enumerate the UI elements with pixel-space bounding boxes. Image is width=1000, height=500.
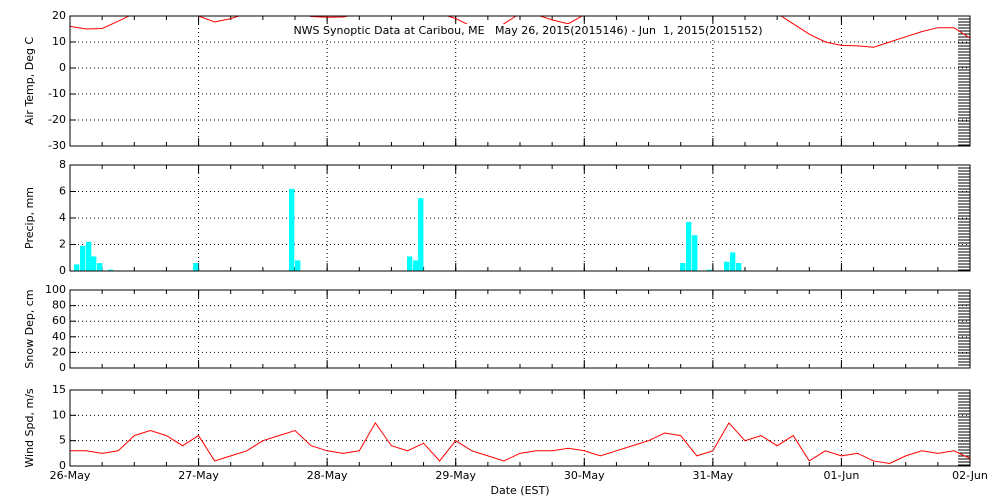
y-tick-label: 10	[52, 408, 66, 421]
bar	[736, 263, 742, 271]
y-tick-label: -20	[48, 113, 66, 126]
x-tick-label: 30-May	[564, 469, 605, 482]
x-axis-label: Date (EST)	[490, 484, 549, 497]
y-tick-label: 20	[52, 345, 66, 358]
y-tick-label: 100	[45, 283, 66, 296]
x-tick-label: 01-Jun	[824, 469, 860, 482]
y-axis-label: Wind Spd, m/s	[23, 388, 36, 468]
y-tick-label: 20	[52, 9, 66, 22]
bar	[418, 198, 424, 271]
y-tick-label: 6	[59, 185, 66, 198]
y-tick-label: 0	[59, 264, 66, 277]
y-axis-label: Precip, mm	[23, 187, 36, 249]
bar	[686, 221, 692, 271]
x-tick-label: 29-May	[435, 469, 476, 482]
y-tick-label: 10	[52, 35, 66, 48]
bar	[90, 256, 97, 271]
y-tick-label: 2	[59, 238, 66, 251]
bar	[74, 264, 80, 271]
bar	[413, 260, 419, 271]
y-tick-label: 80	[52, 299, 66, 312]
data-line	[70, 16, 970, 48]
frame	[69, 389, 971, 467]
y-tick-label: 40	[52, 330, 66, 343]
data-line	[70, 422, 970, 464]
bar	[724, 261, 730, 271]
plot-area	[74, 188, 742, 271]
chart-title: NWS Synoptic Data at Caribou, ME May 26,…	[293, 24, 762, 37]
bar	[108, 269, 114, 271]
bar	[407, 256, 413, 271]
y-tick-label: 0	[59, 459, 66, 472]
y-tick-label: 0	[59, 61, 66, 74]
bar	[193, 263, 199, 271]
y-tick-label: -30	[48, 139, 66, 152]
y-tick-label: -10	[48, 87, 66, 100]
frame	[69, 15, 971, 147]
bar	[80, 245, 86, 271]
y-tick-label: 5	[59, 434, 66, 447]
x-tick-label: 27-May	[178, 469, 219, 482]
x-tick-label: 02-Jun	[952, 469, 988, 482]
y-tick-label: 0	[59, 361, 66, 374]
bar	[680, 263, 686, 271]
y-tick-label: 4	[59, 211, 66, 224]
bar	[97, 263, 103, 271]
x-tick-label: 26-May	[50, 469, 91, 482]
x-tick-label: 31-May	[692, 469, 733, 482]
bar	[85, 241, 92, 271]
x-tick-label: 28-May	[307, 469, 348, 482]
plot-area	[70, 16, 970, 48]
y-axis-label: Air Temp, Deg C	[23, 37, 36, 126]
frame	[69, 289, 971, 369]
bar	[706, 269, 713, 271]
y-tick-label: 60	[52, 314, 66, 327]
y-tick-label: 15	[52, 383, 66, 396]
bar	[729, 252, 736, 271]
frame	[69, 164, 971, 272]
bar	[295, 260, 301, 271]
bar	[692, 235, 698, 271]
y-axis-label: Snow Dep, cm	[23, 289, 36, 368]
title-bg	[291, 24, 765, 37]
plot-area	[70, 422, 970, 464]
bar	[288, 188, 295, 271]
y-tick-label: 8	[59, 158, 66, 171]
